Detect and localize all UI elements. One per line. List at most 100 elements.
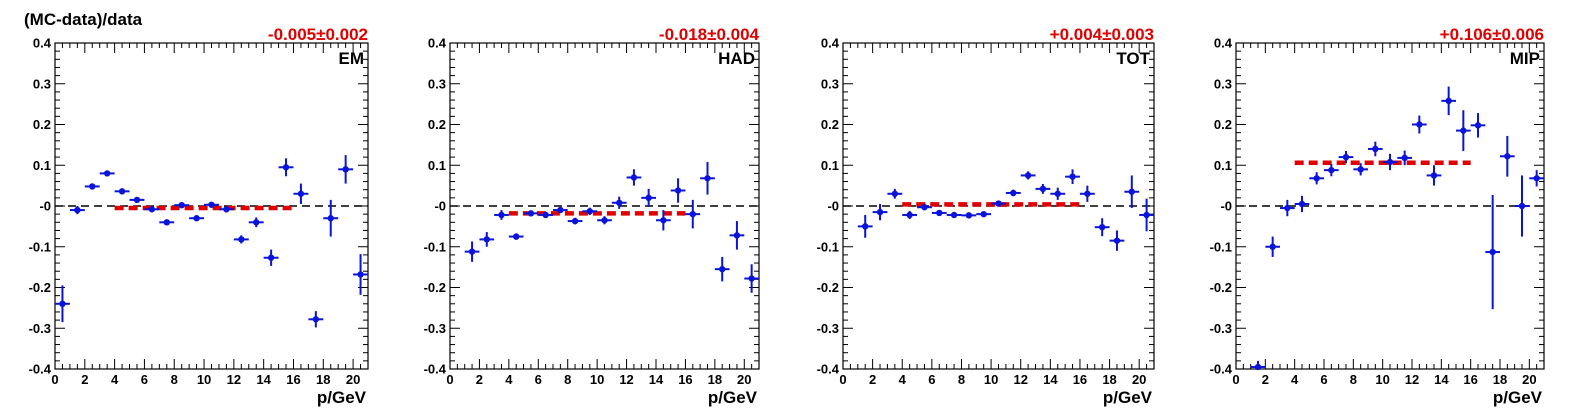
- data-marker: [178, 201, 185, 209]
- data-marker: [498, 211, 505, 219]
- data-point: [685, 199, 701, 229]
- fit-result-label: -0.018±0.004: [659, 25, 760, 44]
- data-marker: [89, 183, 96, 190]
- x-tick-label: 0: [51, 372, 58, 387]
- panel-label: MIP: [1510, 49, 1540, 68]
- data-marker: [267, 254, 275, 261]
- data-point: [353, 254, 368, 295]
- data-marker: [995, 200, 1002, 207]
- x-tick-label: 4: [899, 372, 907, 387]
- data-marker: [645, 194, 652, 202]
- x-tick-label: 14: [1434, 372, 1449, 387]
- data-point: [1456, 110, 1471, 151]
- data-point: [1441, 86, 1456, 116]
- data-point: [857, 214, 873, 238]
- data-point: [714, 256, 730, 282]
- x-tick-label: 4: [111, 372, 119, 387]
- data-marker: [719, 265, 726, 273]
- data-point: [494, 210, 509, 220]
- data-marker: [1504, 153, 1511, 160]
- data-point: [114, 188, 130, 195]
- data-marker: [1533, 175, 1540, 182]
- x-tick-label: 18: [708, 372, 722, 387]
- data-marker: [1039, 185, 1047, 193]
- data-point: [1338, 150, 1354, 164]
- data-point: [538, 211, 553, 219]
- x-tick-label: 6: [141, 372, 148, 387]
- data-point: [1426, 165, 1442, 186]
- data-point: [582, 207, 598, 215]
- data-marker: [1054, 190, 1061, 197]
- x-tick-label: 16: [1463, 372, 1477, 387]
- panels-group: -0.4 -0.3 -0.2 -0.1 -0 0.1 0.2 0.3 0.4 0 2 4 6 8 10 12 1…: [29, 25, 1545, 407]
- data-point: [189, 215, 205, 222]
- x-tick-label: 20: [346, 372, 360, 387]
- data-point: [1368, 141, 1383, 157]
- data-marker: [1098, 223, 1106, 231]
- data-marker: [1445, 97, 1452, 105]
- data-marker: [163, 219, 170, 226]
- y-tick-label: 0.3: [821, 76, 839, 91]
- data-marker: [223, 206, 230, 213]
- data-marker: [965, 212, 973, 219]
- panel-em: -0.4 -0.3 -0.2 -0.1 -0 0.1 0.2 0.3 0.4 0 2 4 6 8 10 12 1…: [29, 25, 369, 407]
- panel-label: TOT: [1116, 49, 1150, 68]
- data-marker: [1010, 189, 1017, 197]
- x-axis-title: p/GeV: [317, 388, 367, 407]
- panel-tot: -0.4 -0.3 -0.2 -0.1 -0 0.1 0.2 0.3 0.4 0 2 4 6 8 10 12 1…: [817, 25, 1155, 407]
- y-tick-label: 0.1: [821, 158, 839, 173]
- data-point: [1412, 115, 1427, 134]
- y-tick-label: 0.2: [821, 117, 839, 132]
- y-tick-label: -0.3: [817, 321, 839, 336]
- data-marker: [601, 217, 608, 224]
- y-tick-label: -0.4: [817, 362, 840, 377]
- data-marker: [148, 206, 156, 213]
- data-point: [729, 221, 745, 250]
- data-point: [946, 211, 962, 219]
- x-tick-label: 8: [958, 372, 965, 387]
- data-marker: [704, 175, 711, 182]
- y-tick-label: -0.2: [1210, 280, 1232, 295]
- data-marker: [74, 206, 81, 214]
- data-marker: [1401, 154, 1408, 162]
- data-point: [991, 200, 1006, 207]
- data-point: [597, 216, 612, 225]
- y-tick-label: 0.2: [33, 117, 51, 132]
- data-point: [159, 219, 175, 226]
- x-tick-label: 20: [1522, 372, 1536, 387]
- y-tick-label: -0.2: [817, 280, 839, 295]
- data-marker: [689, 210, 696, 218]
- data-marker: [1298, 200, 1306, 208]
- y-tick-label: -0: [434, 199, 446, 214]
- data-marker: [342, 166, 349, 173]
- y-tick-label: -0.3: [1210, 321, 1232, 336]
- data-point: [464, 241, 480, 262]
- y-tick-label: -0.4: [424, 362, 447, 377]
- x-tick-label: 2: [476, 372, 483, 387]
- x-tick-label: 2: [81, 372, 88, 387]
- fit-result-label: +0.106±0.006: [1440, 25, 1544, 44]
- data-point: [144, 206, 160, 213]
- data-marker: [936, 209, 943, 217]
- y-tick-label: 0.3: [1214, 76, 1232, 91]
- data-marker: [103, 170, 111, 177]
- y-tick-label: -0.3: [29, 321, 51, 336]
- shared-y-axis-title: (MC-data)/data: [24, 10, 143, 29]
- y-tick-label: -0.4: [1210, 362, 1233, 377]
- x-tick-label: 12: [619, 372, 633, 387]
- data-marker: [513, 233, 520, 240]
- data-marker: [557, 206, 564, 214]
- data-point: [1294, 195, 1310, 213]
- y-tick-label: 0.3: [428, 76, 446, 91]
- data-point: [917, 204, 932, 211]
- data-marker: [586, 208, 593, 215]
- data-point: [508, 233, 524, 240]
- data-marker: [468, 248, 476, 255]
- data-point: [204, 201, 219, 208]
- y-tick-label: -0.2: [29, 280, 51, 295]
- data-marker: [616, 199, 623, 206]
- data-point: [611, 196, 627, 209]
- y-tick-label: -0.1: [29, 239, 51, 254]
- x-tick-label: 18: [316, 372, 330, 387]
- data-marker: [133, 196, 141, 204]
